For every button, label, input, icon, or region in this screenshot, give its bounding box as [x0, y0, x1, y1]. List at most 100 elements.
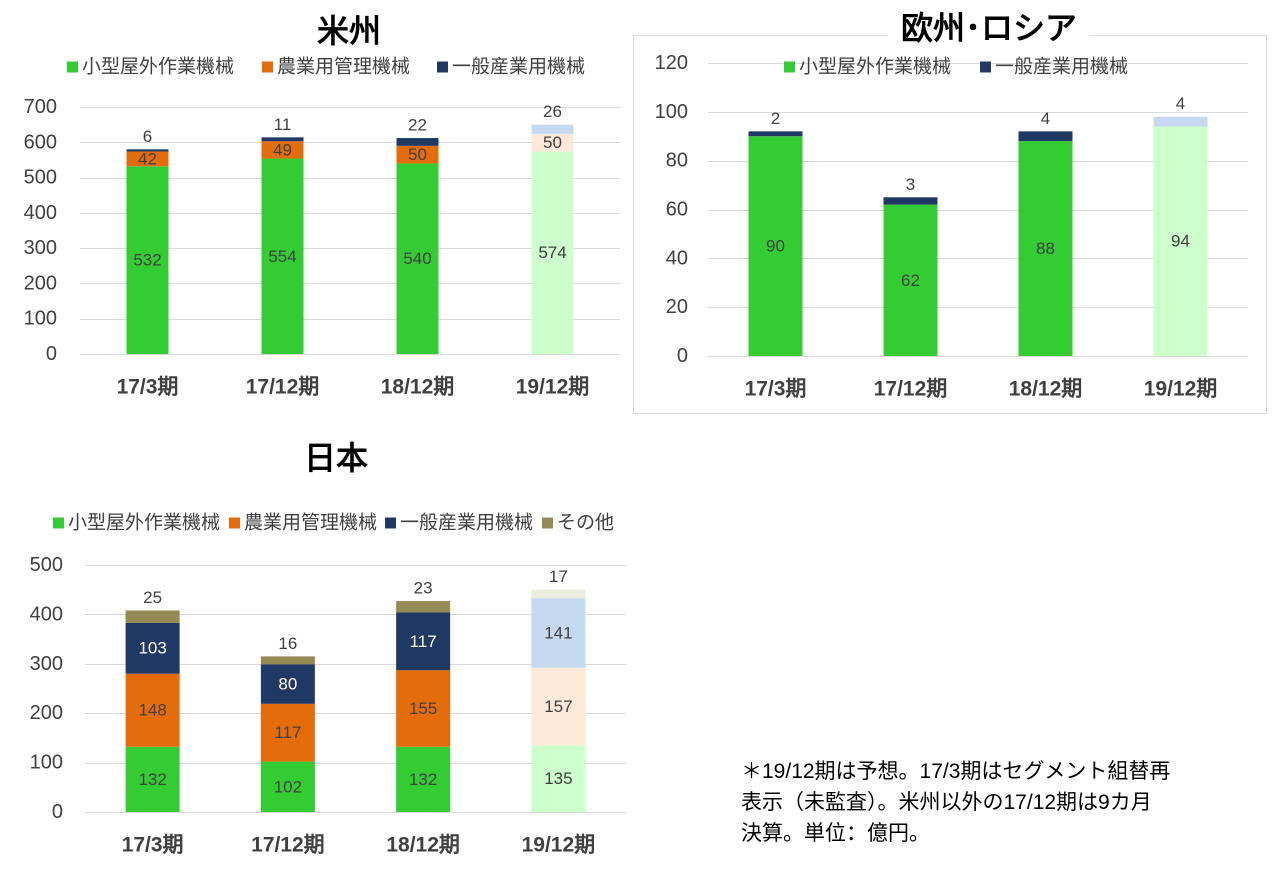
bar-segment — [126, 149, 169, 152]
bar-segment — [531, 745, 586, 812]
bar-segment — [125, 610, 180, 623]
legend-label: 農業用管理機械 — [244, 512, 377, 534]
legend-item: 農業用管理機械 — [262, 56, 410, 78]
legend-label: 小型屋外作業機械 — [68, 512, 220, 534]
bar-stack — [260, 656, 315, 812]
y-tick-label: 600 — [24, 131, 57, 153]
y-tick-label: 100 — [30, 752, 63, 774]
data-label: 132 — [138, 770, 166, 789]
legend-item: その他 — [542, 512, 614, 534]
bars — [748, 116, 1208, 356]
y-axis: 0 100 200 300 400 500 — [30, 554, 63, 823]
bar-segment — [396, 612, 451, 671]
legend-item: 一般産業用機械 — [385, 512, 533, 534]
x-tick-label: 17/12期 — [251, 834, 325, 857]
legend-swatch — [262, 61, 273, 73]
data-label: 42 — [138, 149, 157, 168]
data-label: 26 — [543, 102, 562, 121]
data-label: 25 — [143, 588, 162, 607]
legend-label: 一般産業用機械 — [452, 56, 585, 78]
data-label: 49 — [273, 140, 292, 159]
data-label: 22 — [408, 116, 427, 135]
bar-segment — [125, 673, 180, 747]
x-tick-label: 18/12期 — [386, 834, 460, 857]
bar-segment — [531, 124, 574, 134]
data-label: 2 — [771, 109, 780, 128]
y-tick-label: 60 — [666, 199, 688, 221]
bar-segment — [883, 197, 938, 205]
y-axis: 0 100 200 300 400 500 600 700 — [24, 96, 57, 365]
y-tick-label: 100 — [655, 101, 688, 123]
y-tick-label: 120 — [655, 52, 688, 74]
data-label: 16 — [278, 634, 297, 653]
data-label: 574 — [538, 243, 566, 262]
y-axis: 0 20 40 60 80 100 120 — [655, 52, 688, 367]
x-tick-label: 19/12期 — [516, 376, 590, 399]
y-tick-label: 500 — [30, 554, 63, 576]
data-label: 117 — [410, 632, 437, 651]
y-tick-label: 500 — [24, 167, 57, 189]
bar-segment — [748, 131, 803, 137]
bar-segment — [531, 598, 586, 668]
data-labels: 132 148 103 25 102 117 80 16 132 155 117 23 135 157 14… — [138, 567, 572, 796]
bar-segment — [531, 667, 586, 746]
bar-segment — [1153, 116, 1208, 127]
legend-swatch — [53, 517, 64, 529]
bar-stack — [883, 197, 938, 356]
y-tick-label: 200 — [24, 272, 57, 294]
bar-stack — [396, 138, 439, 354]
bar-segment — [1018, 131, 1073, 142]
x-tick-label: 17/3期 — [745, 378, 807, 401]
legend-label: 小型屋外作業機械 — [82, 56, 234, 78]
legend-swatch — [437, 61, 448, 73]
data-label: 6 — [143, 127, 152, 146]
x-tick-label: 19/12期 — [522, 834, 596, 857]
y-tick-label: 20 — [666, 296, 688, 318]
footnote-line: 表示（未監査）。米州以外の17/12期は9カ月 — [741, 791, 1152, 814]
legend-item: 小型屋外作業機械 — [67, 56, 234, 78]
x-tick-label: 18/12期 — [381, 376, 455, 399]
data-label: 554 — [268, 247, 296, 266]
y-tick-label: 700 — [24, 96, 57, 118]
bar-segment — [126, 151, 169, 167]
data-label: 132 — [409, 770, 437, 789]
bar-segment — [261, 158, 304, 354]
chart-title: 欧州･ロシア — [901, 10, 1077, 46]
bar-stack — [396, 601, 451, 812]
data-label: 11 — [274, 115, 292, 134]
bar-segment — [748, 136, 803, 356]
data-label: 141 — [544, 623, 572, 642]
chart-americas: 米州 0 100 200 300 400 500 600 700 532 42 6 554 49 11 54… — [24, 13, 620, 399]
footnote-line: 決算。単位：億円。 — [741, 822, 930, 845]
bar-segment — [396, 138, 439, 146]
y-tick-label: 100 — [24, 308, 57, 330]
data-label: 90 — [766, 237, 785, 256]
bar-segment — [260, 761, 315, 812]
bar-segment — [261, 137, 304, 142]
data-labels: 532 42 6 554 49 11 540 50 22 574 50 26 — [133, 102, 566, 269]
chart-title: 日本 — [304, 440, 368, 476]
x-tick-label: 17/3期 — [117, 376, 179, 399]
bar-segment — [1153, 126, 1208, 356]
legend-swatch — [67, 61, 78, 73]
bars — [125, 589, 586, 812]
data-label: 117 — [274, 723, 301, 742]
x-axis: 17/3期 17/12期 18/12期 19/12期 — [122, 834, 595, 857]
legend-swatch — [980, 61, 991, 73]
legend: 小型屋外作業機械 農業用管理機械 一般産業用機械 その他 — [53, 512, 614, 534]
y-tick-label: 300 — [24, 237, 57, 259]
legend-label: 小型屋外作業機械 — [799, 56, 951, 78]
legend-swatch — [385, 517, 396, 529]
bar-stack — [531, 589, 586, 812]
x-tick-label: 17/12期 — [874, 378, 948, 401]
data-label: 157 — [544, 697, 572, 716]
bar-stack — [748, 131, 803, 356]
data-label: 50 — [408, 145, 427, 164]
legend-item: 小型屋外作業機械 — [53, 512, 220, 534]
y-tick-label: 0 — [46, 343, 57, 365]
legend: 小型屋外作業機械 一般産業用機械 — [784, 56, 1128, 78]
data-labels: 90 2 62 3 88 4 94 4 — [766, 94, 1190, 290]
y-tick-label: 40 — [666, 247, 688, 269]
